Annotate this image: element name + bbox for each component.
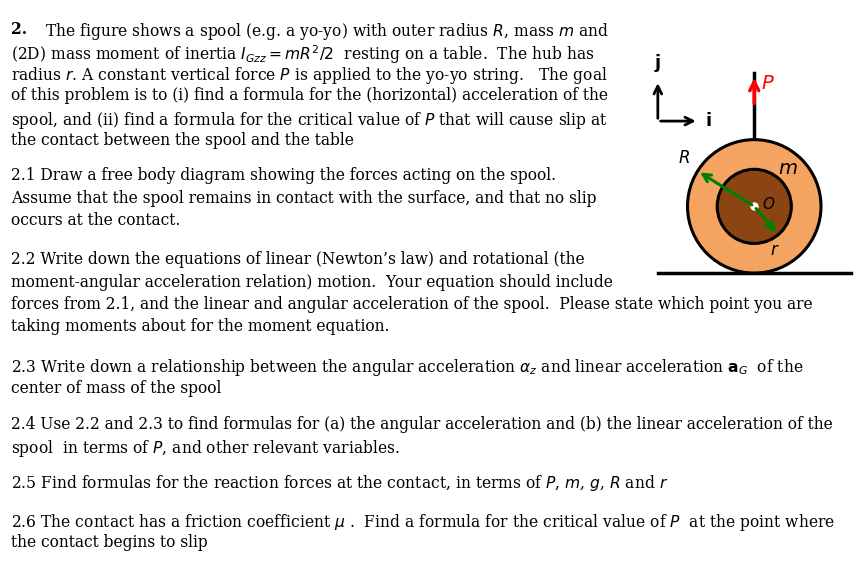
Circle shape [717,169,791,244]
Text: $O$: $O$ [762,196,775,212]
Text: center of mass of the spool: center of mass of the spool [11,380,222,397]
Text: taking moments about for the moment equation.: taking moments about for the moment equa… [11,318,390,335]
Text: $\mathbf{j}$: $\mathbf{j}$ [654,52,661,75]
Text: occurs at the contact.: occurs at the contact. [11,212,180,229]
Text: 2.1 Draw a free body diagram showing the forces acting on the spool.: 2.1 Draw a free body diagram showing the… [11,167,557,184]
Text: of this problem is to (i) find a formula for the (horizontal) acceleration of th: of this problem is to (i) find a formula… [11,87,608,104]
Text: $r$: $r$ [771,242,780,259]
Text: $\mathbf{i}$: $\mathbf{i}$ [704,112,711,130]
Text: $m$: $m$ [778,160,797,178]
Text: $P$: $P$ [761,75,775,93]
Text: spool, and (ii) find a formula for the critical value of $P$ that will cause sli: spool, and (ii) find a formula for the c… [11,110,608,131]
Text: forces from 2.1, and the linear and angular acceleration of the spool.  Please s: forces from 2.1, and the linear and angu… [11,296,813,313]
Circle shape [688,140,821,273]
Text: the contact between the spool and the table: the contact between the spool and the ta… [11,132,354,149]
Text: 2.: 2. [11,21,28,38]
Text: 2.5 Find formulas for the reaction forces at the contact, in terms of $P$, $m$, : 2.5 Find formulas for the reaction force… [11,473,669,492]
Text: moment-angular acceleration relation) motion.  Your equation should include: moment-angular acceleration relation) mo… [11,274,613,291]
Text: radius $r$. A constant vertical force $P$ is applied to the yo-yo string.   The : radius $r$. A constant vertical force $P… [11,65,608,86]
Text: (2D) mass moment of inertia $I_{Gzz} = mR^2/2$  resting on a table.  The hub has: (2D) mass moment of inertia $I_{Gzz} = m… [11,43,595,66]
Text: 2.2 Write down the equations of linear (Newton’s law) and rotational (the: 2.2 Write down the equations of linear (… [11,251,585,268]
Text: 2.3 Write down a relationship between the angular acceleration $\alpha_z$ and li: 2.3 Write down a relationship between th… [11,357,803,379]
Text: The figure shows a spool (e.g. a yo-yo) with outer radius $R$, mass $m$ and: The figure shows a spool (e.g. a yo-yo) … [45,21,608,42]
Text: spool  in terms of $P$, and other relevant variables.: spool in terms of $P$, and other relevan… [11,438,400,460]
Text: $R$: $R$ [678,150,690,167]
Text: 2.4 Use 2.2 and 2.3 to find formulas for (a) the angular acceleration and (b) th: 2.4 Use 2.2 and 2.3 to find formulas for… [11,416,833,433]
Text: Assume that the spool remains in contact with the surface, and that no slip: Assume that the spool remains in contact… [11,190,596,207]
Text: 2.6 The contact has a friction coefficient $\mu$ .  Find a formula for the criti: 2.6 The contact has a friction coefficie… [11,512,835,533]
Text: the contact begins to slip: the contact begins to slip [11,534,208,551]
